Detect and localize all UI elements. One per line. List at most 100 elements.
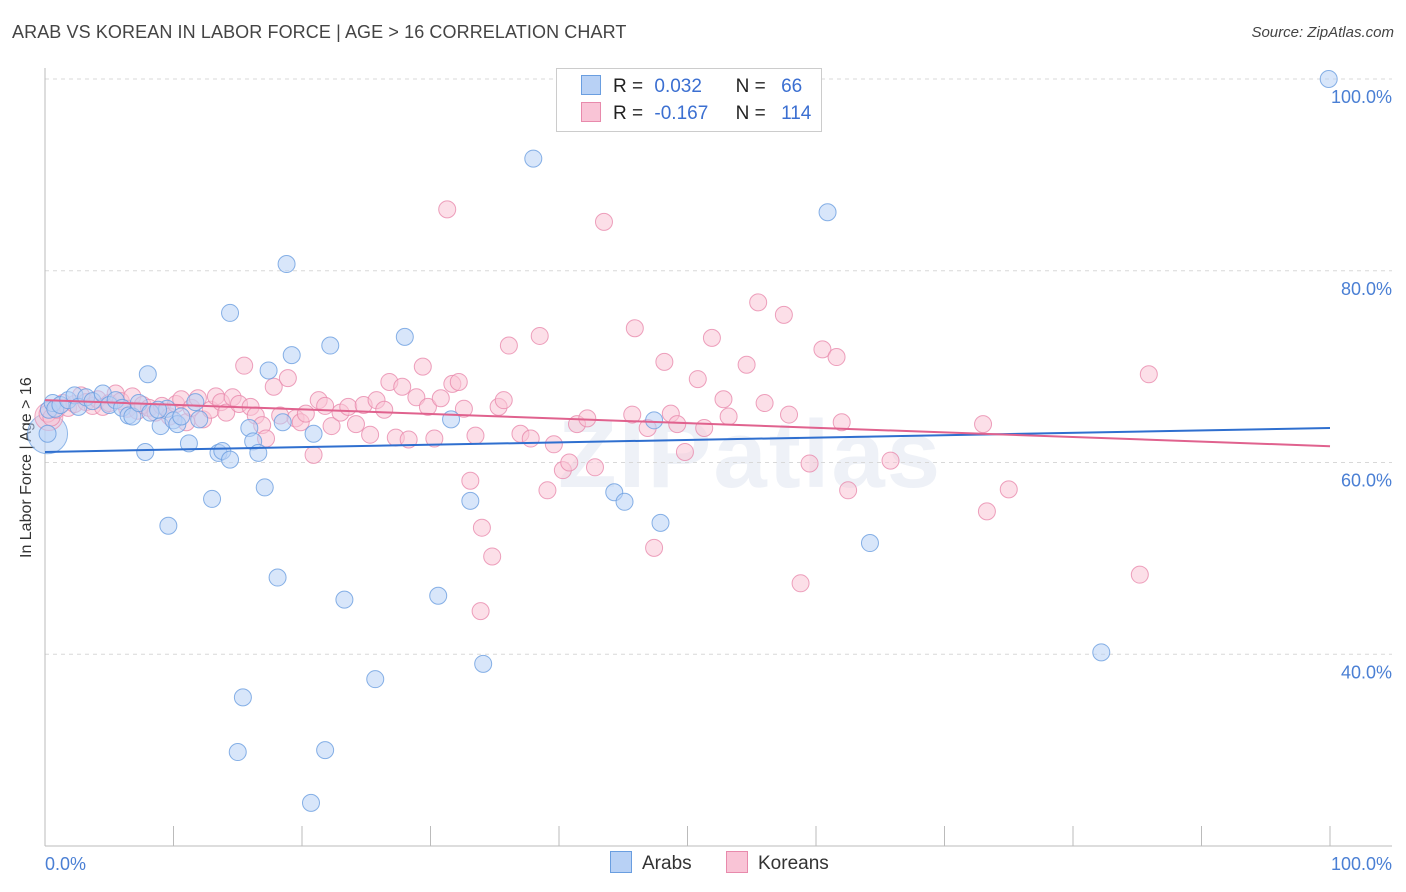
arab-point	[1319, 70, 1338, 88]
korean-point	[339, 397, 358, 416]
n-value-arabs: 66	[781, 76, 803, 97]
korean-point	[235, 356, 254, 375]
arab-point	[860, 534, 879, 553]
arab-point	[651, 513, 670, 532]
arab-point	[316, 741, 335, 760]
korean-point	[839, 481, 858, 500]
korean-point	[585, 458, 604, 477]
correlation-legend: R = 0.032 N = 66 R = -0.167 N = 114	[556, 68, 822, 132]
korean-point	[655, 352, 674, 371]
korean-point	[668, 415, 687, 434]
korean-point	[695, 418, 714, 437]
arab-point	[268, 568, 287, 587]
koreans-trend-line	[44, 399, 1331, 448]
korean-point	[688, 370, 707, 389]
n-label: N =	[735, 76, 766, 97]
koreans-swatch	[581, 102, 601, 122]
r-value-koreans: -0.167	[654, 103, 709, 124]
arab-point	[136, 442, 155, 461]
arab-point	[335, 590, 354, 609]
r-label: R =	[613, 76, 644, 97]
arab-point	[615, 492, 634, 511]
y-tick-label: 60.0%	[1341, 471, 1392, 491]
x-tick-label: 0.0%	[45, 854, 86, 874]
arab-point	[273, 413, 292, 432]
korean-point	[278, 369, 297, 388]
korean-point	[449, 372, 468, 391]
korean-point	[217, 403, 236, 422]
korean-point	[977, 502, 996, 521]
korean-point	[418, 397, 437, 416]
arab-point	[645, 411, 664, 430]
korean-point	[264, 377, 283, 396]
korean-point	[375, 400, 394, 419]
korean-point	[346, 415, 365, 434]
korean-point	[719, 407, 738, 426]
source-note: Source: ZipAtlas.com	[1251, 24, 1394, 41]
korean-point	[800, 454, 819, 473]
arabs-trend-line	[44, 426, 1331, 453]
arab-point	[186, 393, 205, 412]
korean-point	[393, 377, 412, 396]
legend-row-koreans: R = -0.167 N = 114	[581, 102, 811, 128]
korean-point	[1139, 365, 1158, 384]
arab-point	[179, 434, 198, 453]
koreans-label: Koreans	[758, 853, 829, 874]
korean-point	[544, 435, 563, 454]
korean-point	[407, 388, 426, 407]
bottom-legend-koreans: Koreans	[726, 851, 829, 875]
arab-point	[1092, 643, 1111, 662]
y-tick-label: 100.0%	[1331, 87, 1392, 107]
korean-point	[413, 357, 432, 376]
korean-point	[399, 430, 418, 449]
x-tick-label: 100.0%	[1331, 854, 1392, 874]
legend-row-arabs: R = 0.032 N = 66	[581, 75, 802, 101]
arab-point	[524, 149, 543, 168]
korean-point	[974, 415, 993, 434]
r-value-arabs: 0.032	[654, 76, 702, 97]
korean-point	[623, 405, 642, 424]
korean-point	[494, 391, 513, 410]
arab-point	[321, 336, 340, 355]
korean-point	[791, 574, 810, 593]
arab-point	[149, 400, 168, 419]
arab-point	[304, 424, 323, 443]
arab-point	[277, 255, 296, 274]
korean-point	[827, 348, 846, 367]
korean-point	[483, 547, 502, 566]
korean-point	[813, 340, 832, 359]
arab-point	[38, 424, 57, 443]
korean-point	[755, 394, 774, 413]
y-tick-label: 80.0%	[1341, 279, 1392, 299]
korean-point	[594, 212, 613, 231]
korean-point	[560, 453, 579, 472]
korean-point	[438, 200, 457, 219]
arab-point	[461, 491, 480, 510]
korean-point	[466, 426, 485, 445]
arab-point	[282, 346, 301, 365]
arab-point	[474, 654, 493, 673]
arab-point	[395, 327, 414, 346]
arab-point	[442, 410, 461, 429]
arab-point	[221, 303, 240, 322]
korean-point	[431, 389, 450, 408]
korean-point	[425, 429, 444, 448]
korean-point	[316, 396, 335, 415]
arab-point	[228, 743, 247, 762]
n-label: N =	[735, 103, 766, 124]
n-value-koreans: 114	[781, 103, 812, 124]
arab-point	[190, 410, 209, 429]
arab-point	[818, 203, 837, 222]
korean-point	[625, 319, 644, 338]
arabs-swatch	[610, 851, 632, 873]
arab-point	[255, 478, 274, 497]
korean-point	[832, 413, 851, 432]
korean-point	[780, 405, 799, 424]
korean-point	[645, 538, 664, 557]
arab-point	[366, 670, 385, 689]
arab-point	[159, 516, 178, 535]
arab-point	[259, 361, 278, 380]
korean-point	[737, 355, 756, 374]
korean-point	[296, 404, 315, 423]
korean-point	[774, 305, 793, 324]
